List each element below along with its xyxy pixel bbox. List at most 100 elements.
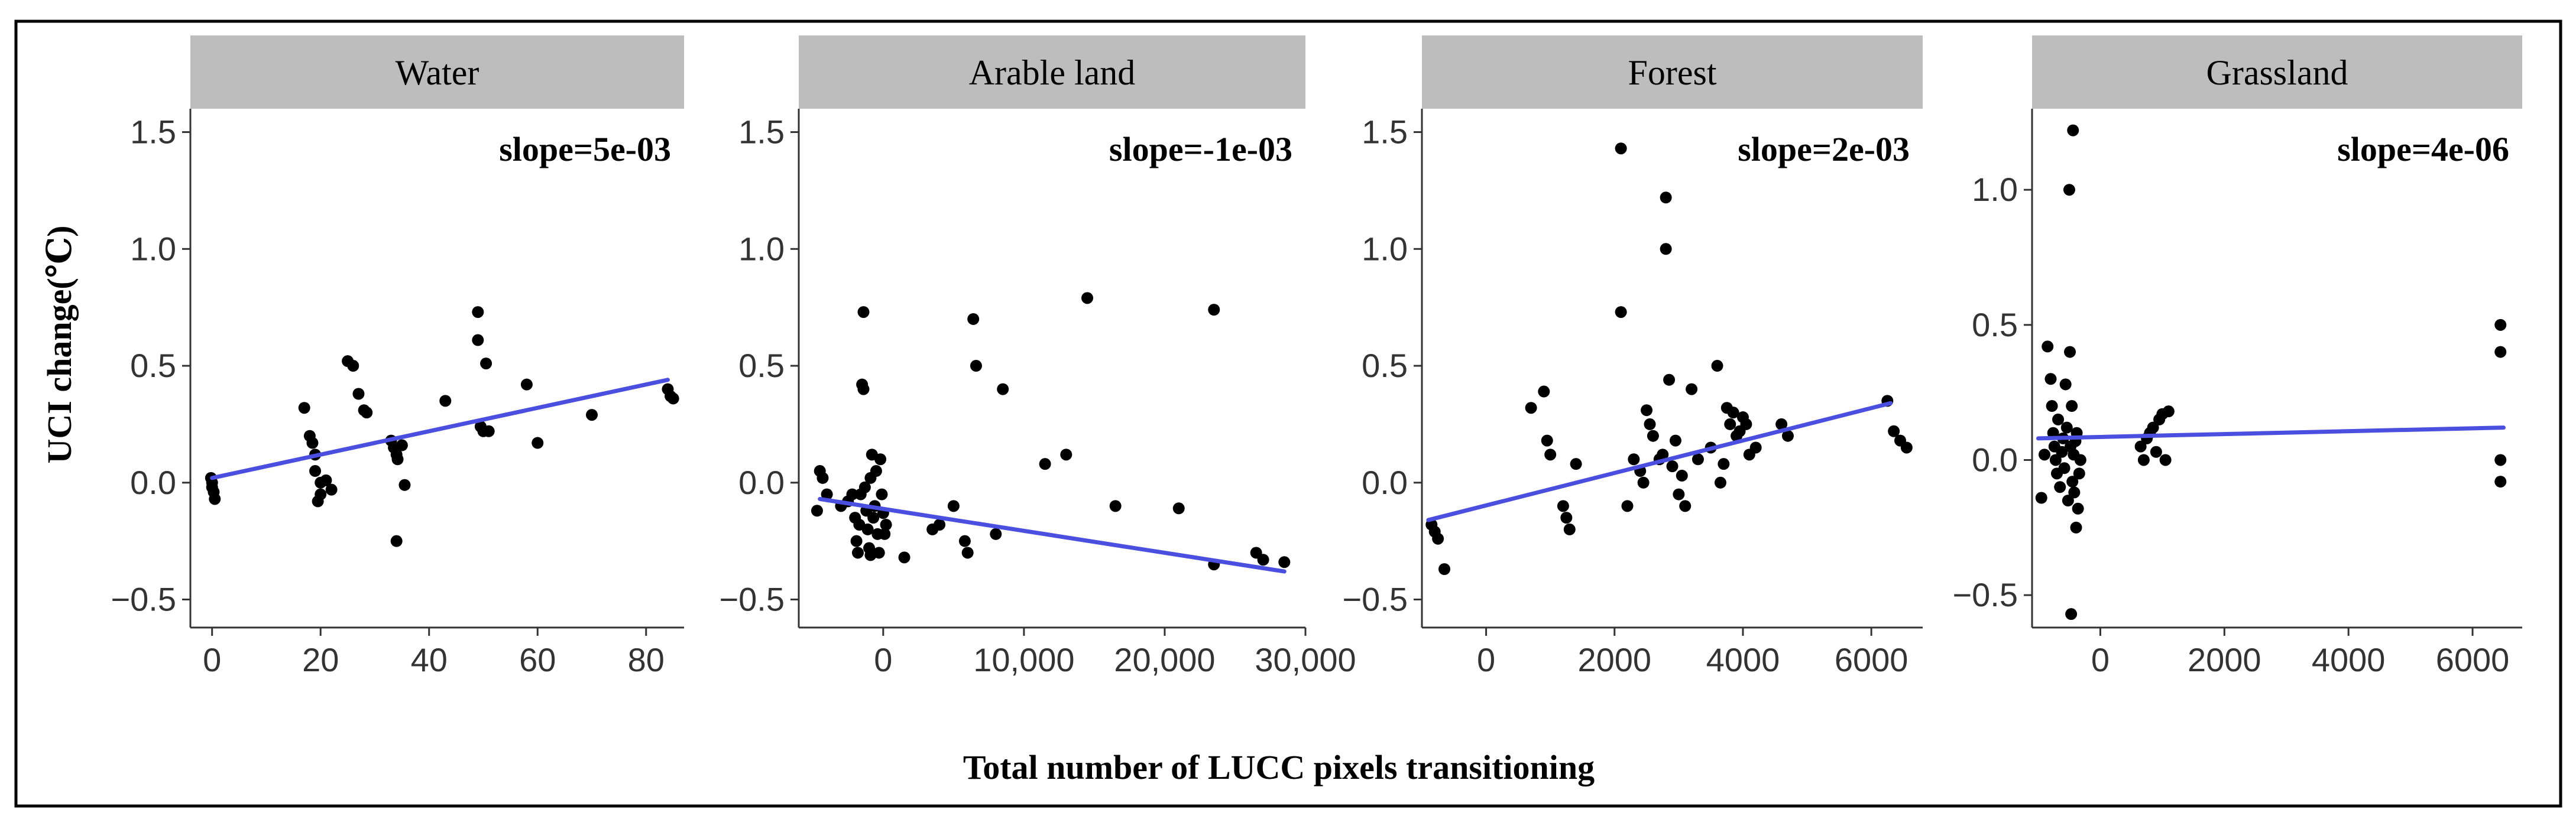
y-tick-label: 0.5 <box>130 347 176 384</box>
data-point <box>2046 400 2058 412</box>
data-point <box>306 437 319 449</box>
data-point <box>1109 500 1122 512</box>
data-point <box>1900 441 1913 454</box>
data-point <box>850 535 863 547</box>
data-point <box>2494 454 2507 466</box>
data-point <box>390 535 403 547</box>
y-tick-label: 0.5 <box>1362 347 1408 384</box>
data-point <box>2049 454 2062 466</box>
data-point <box>879 528 891 540</box>
data-point <box>2044 373 2057 385</box>
data-point <box>396 439 408 451</box>
data-point <box>2494 476 2507 488</box>
data-point <box>2150 446 2162 458</box>
data-point <box>2147 421 2159 434</box>
fit-line <box>210 378 670 480</box>
x-tick-label: 10,000 <box>973 641 1074 678</box>
x-tick-label: 60 <box>519 641 556 678</box>
data-point <box>2074 454 2086 466</box>
data-point <box>867 512 880 524</box>
data-point <box>2134 440 2147 453</box>
data-point <box>2066 400 2078 412</box>
data-point <box>1538 385 1550 398</box>
data-point <box>870 465 882 477</box>
y-tick-label: −0.5 <box>1952 576 2018 613</box>
data-point <box>2056 446 2068 458</box>
data-point <box>853 518 866 531</box>
data-point <box>1724 418 1736 430</box>
y-axis-title: UCI change(℃) <box>40 226 79 464</box>
y-tick-label: 0.0 <box>130 464 176 501</box>
y-tick-label: 0.5 <box>1972 306 2018 343</box>
data-point <box>857 306 870 318</box>
data-point <box>298 402 310 414</box>
data-point <box>325 483 338 496</box>
data-point <box>947 500 960 512</box>
data-point <box>1676 469 1688 482</box>
data-point <box>864 549 877 561</box>
x-tick-label: 0 <box>1477 641 1495 678</box>
slope-annotation: slope=4e-06 <box>2337 130 2509 168</box>
y-tick-label: −0.5 <box>111 581 176 618</box>
data-point <box>1563 523 1576 535</box>
data-point <box>858 481 871 493</box>
x-tick-label: 0 <box>2091 641 2110 678</box>
y-tick-label: 1.0 <box>130 230 176 267</box>
data-point <box>1669 434 1681 447</box>
y-tick-label: 1.0 <box>738 230 785 267</box>
facet-title: Water <box>396 53 479 92</box>
data-point <box>876 488 888 500</box>
data-point <box>1081 292 1094 304</box>
data-point <box>1621 500 1634 512</box>
facet-strip <box>1422 35 1923 109</box>
slope-annotation: slope=5e-03 <box>499 130 671 168</box>
slope-annotation: slope=-1e-03 <box>1109 130 1292 168</box>
data-point <box>2494 346 2507 358</box>
data-point <box>811 505 823 517</box>
data-point <box>2035 492 2047 504</box>
x-tick-label: 0 <box>874 641 892 678</box>
data-point <box>1060 448 1072 461</box>
plot-area <box>799 109 1305 628</box>
data-point <box>1172 502 1185 515</box>
data-point <box>2065 608 2078 620</box>
data-point <box>874 453 887 466</box>
data-point <box>1727 407 1739 419</box>
data-point <box>880 518 892 531</box>
y-tick-label: 0.0 <box>1362 464 1408 501</box>
data-point <box>846 488 858 500</box>
facet-title: Grassland <box>2206 53 2348 92</box>
plot-area <box>1422 109 1923 628</box>
x-tick-label: 4000 <box>2312 641 2386 678</box>
data-point <box>1714 476 1726 489</box>
fit-line <box>818 496 1287 574</box>
data-point <box>958 535 971 547</box>
x-tick-label: 80 <box>628 641 665 678</box>
data-point <box>1647 430 1659 442</box>
data-point <box>2064 346 2076 358</box>
data-point <box>1544 448 1557 461</box>
x-tick-label: 20 <box>302 641 339 678</box>
x-tick-label: 20,000 <box>1114 641 1215 678</box>
data-point <box>520 378 533 391</box>
data-point <box>1740 418 1752 430</box>
data-point <box>1660 191 1672 204</box>
data-point <box>352 388 365 400</box>
data-point <box>2058 462 2070 474</box>
plot-area <box>190 109 684 628</box>
data-point <box>1637 476 1650 489</box>
x-tick-label: 4000 <box>1706 641 1780 678</box>
data-point <box>990 528 1002 540</box>
data-point <box>2073 467 2085 480</box>
data-point <box>309 465 322 477</box>
y-tick-label: 1.5 <box>1362 113 1408 151</box>
x-tick-label: 30,000 <box>1255 641 1356 678</box>
panel-forest: Forest −0.5 0.0 0.5 1.0 1.5 0 2000 4000 6000 slope… <box>1342 35 1923 678</box>
data-point <box>1257 554 1269 566</box>
data-point <box>361 407 373 419</box>
data-point <box>209 493 221 505</box>
plot-area <box>2032 109 2522 628</box>
y-tick-label: 1.5 <box>738 113 785 151</box>
data-point <box>472 334 484 346</box>
facet-strip <box>190 35 684 109</box>
